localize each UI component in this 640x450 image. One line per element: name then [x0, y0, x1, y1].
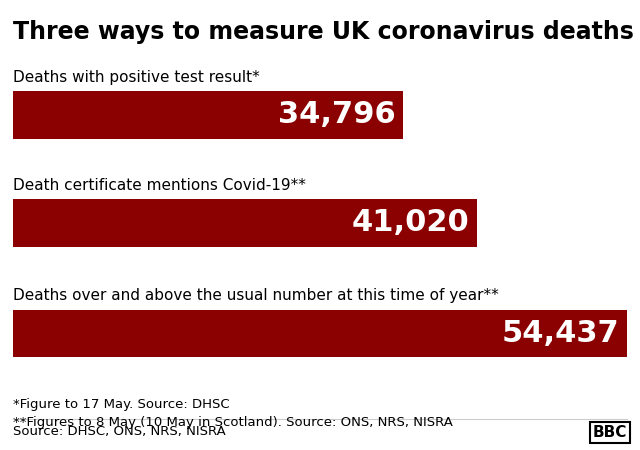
FancyBboxPatch shape: [13, 91, 403, 139]
Text: BBC: BBC: [593, 425, 627, 440]
Text: 54,437: 54,437: [502, 319, 620, 348]
Text: Three ways to measure UK coronavirus deaths: Three ways to measure UK coronavirus dea…: [13, 20, 634, 44]
Text: *Figure to 17 May. Source: DHSC: *Figure to 17 May. Source: DHSC: [13, 398, 229, 411]
Text: Death certificate mentions Covid-19**: Death certificate mentions Covid-19**: [13, 178, 306, 193]
Text: 41,020: 41,020: [351, 208, 469, 238]
FancyBboxPatch shape: [13, 199, 477, 247]
Text: 34,796: 34,796: [278, 100, 396, 130]
FancyBboxPatch shape: [13, 310, 627, 357]
Text: Deaths over and above the usual number at this time of year**: Deaths over and above the usual number a…: [13, 288, 499, 303]
Text: Deaths with positive test result*: Deaths with positive test result*: [13, 70, 260, 85]
Text: Source: DHSC, ONS, NRS, NISRA: Source: DHSC, ONS, NRS, NISRA: [13, 425, 225, 438]
Text: **Figures to 8 May (10 May in Scotland). Source: ONS, NRS, NISRA: **Figures to 8 May (10 May in Scotland).…: [13, 416, 452, 429]
